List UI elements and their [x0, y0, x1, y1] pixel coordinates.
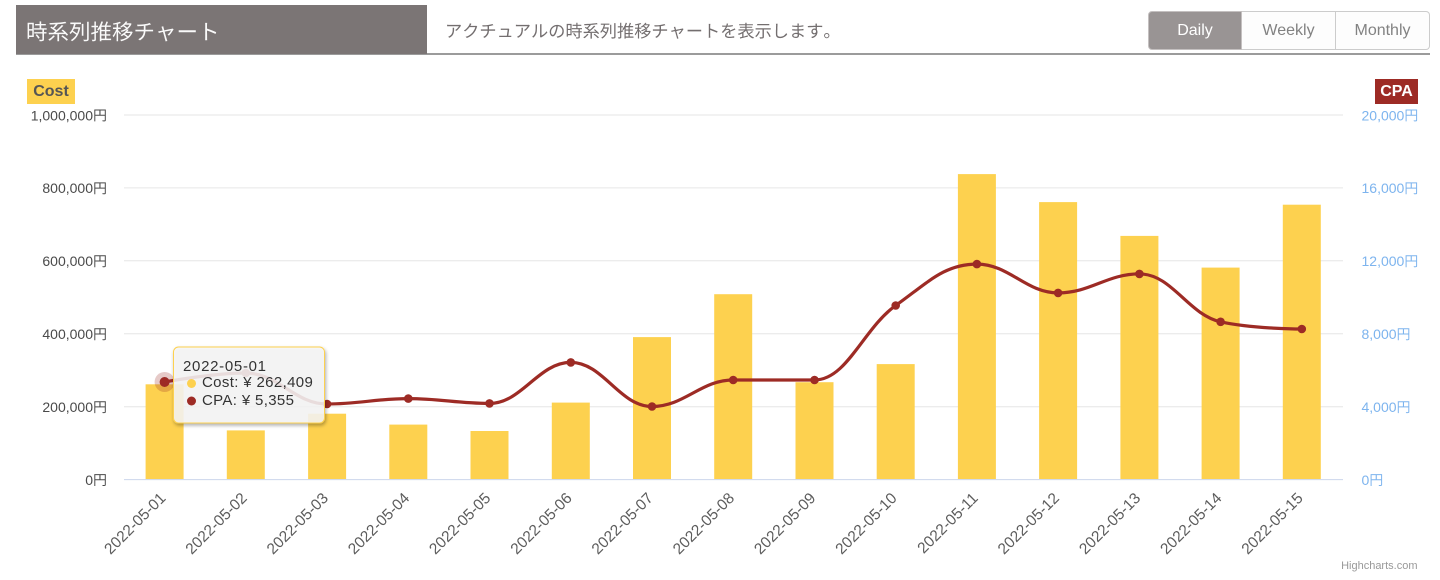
svg-text:2022-05-13: 2022-05-13: [1076, 490, 1144, 558]
svg-text:Highcharts.com: Highcharts.com: [1341, 560, 1417, 572]
svg-text:600,000: 600,000: [42, 253, 93, 269]
svg-text:4,000: 4,000: [1362, 399, 1397, 415]
svg-text:0: 0: [85, 472, 93, 488]
svg-text:2022-05-07: 2022-05-07: [589, 490, 657, 558]
svg-text:2022-05-05: 2022-05-05: [426, 490, 494, 558]
svg-text:200,000: 200,000: [42, 399, 93, 415]
svg-text:2022-05-06: 2022-05-06: [508, 490, 576, 558]
svg-text:400,000: 400,000: [42, 326, 93, 342]
svg-text:2022-05-09: 2022-05-09: [751, 490, 819, 558]
svg-text:2022-05-10: 2022-05-10: [832, 490, 900, 558]
svg-text:2022-05-04: 2022-05-04: [345, 490, 413, 558]
svg-text:2022-05-08: 2022-05-08: [670, 490, 738, 558]
svg-text:1,000,000: 1,000,000: [31, 107, 93, 123]
svg-text:16,000: 16,000: [1362, 180, 1405, 196]
svg-text:2022-05-02: 2022-05-02: [183, 490, 251, 558]
svg-text:2022-05-12: 2022-05-12: [995, 490, 1063, 558]
svg-text:12,000: 12,000: [1362, 253, 1405, 269]
svg-text:8,000: 8,000: [1362, 326, 1397, 342]
svg-text:0: 0: [1362, 472, 1370, 488]
svg-text:2022-05-15: 2022-05-15: [1239, 490, 1307, 558]
svg-text:CPA: ¥ 5,355: CPA: ¥ 5,355: [202, 392, 294, 409]
svg-text:2022-05-14: 2022-05-14: [1157, 490, 1225, 558]
svg-text:2022-05-01: 2022-05-01: [183, 358, 267, 375]
svg-text:800,000: 800,000: [42, 180, 93, 196]
svg-text:2022-05-03: 2022-05-03: [264, 490, 332, 558]
svg-text:2022-05-11: 2022-05-11: [914, 490, 981, 557]
svg-text:Cost: ¥ 262,409: Cost: ¥ 262,409: [202, 374, 313, 391]
svg-text:2022-05-01: 2022-05-01: [101, 490, 169, 558]
svg-text:20,000: 20,000: [1362, 107, 1405, 123]
